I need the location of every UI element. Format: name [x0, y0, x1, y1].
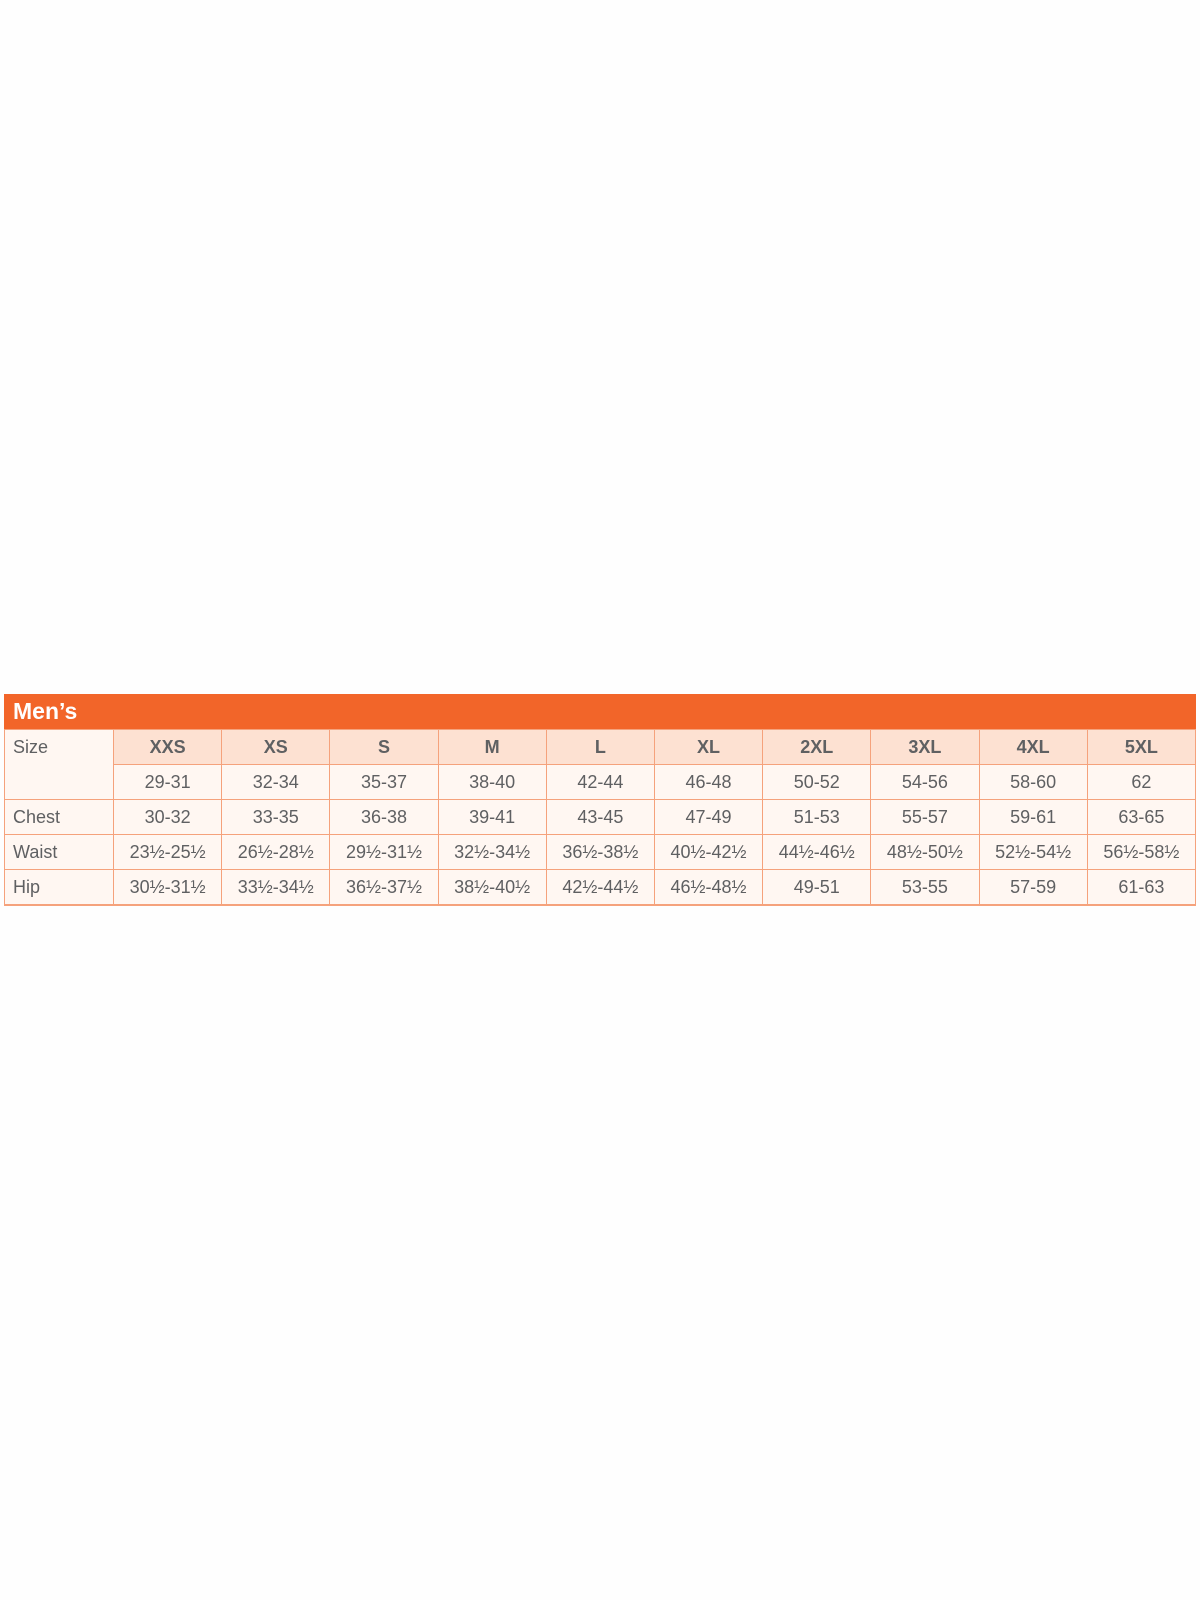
row-label: Waist — [4, 834, 114, 870]
table-row: Chest 30-32 33-35 36-38 39-41 43-45 47-49 51-53… — [4, 799, 1197, 835]
table-cell: 57-59 — [978, 869, 1088, 906]
table-cell: 38-40 — [437, 764, 547, 800]
size-header-cell: 3XL — [870, 729, 980, 765]
table-cell: 61-63 — [1086, 869, 1197, 906]
size-header-cell: XXS — [112, 729, 223, 765]
table-cell: 44½-46½ — [762, 834, 872, 870]
table-cell: 33-35 — [221, 799, 331, 835]
table-cell: 48½-50½ — [870, 834, 980, 870]
table-cell: 54-56 — [870, 764, 980, 800]
table-cell: 63-65 — [1086, 799, 1197, 835]
table-cell: 42-44 — [545, 764, 655, 800]
row-label: Hip — [4, 869, 114, 906]
row-label: Size — [4, 729, 114, 800]
table-cell: 30-32 — [112, 799, 223, 835]
table-cell: 62 — [1086, 764, 1197, 800]
table-cell: 59-61 — [978, 799, 1088, 835]
table-cell: 29½-31½ — [329, 834, 439, 870]
table-cell: 55-57 — [870, 799, 980, 835]
chart-title: Men’s — [4, 694, 1196, 729]
table-cell: 36½-38½ — [545, 834, 655, 870]
size-header-cell: 4XL — [978, 729, 1088, 765]
table-cell: 30½-31½ — [112, 869, 223, 906]
table-cell: 33½-34½ — [221, 869, 331, 906]
table-cell: 36½-37½ — [329, 869, 439, 906]
table-row: Size XXS XS S M L XL 2XL 3XL 4XL 5XL — [4, 729, 1197, 800]
table-row: 29-31 32-34 35-37 38-40 42-44 46-48 50-52 54-56… — [5, 764, 1197, 800]
size-header-cell: M — [437, 729, 547, 765]
table-cell: 52½-54½ — [978, 834, 1088, 870]
table-cell: 26½-28½ — [221, 834, 331, 870]
size-header-cell: 2XL — [762, 729, 872, 765]
table-cell: 23½-25½ — [112, 834, 223, 870]
table-cell: 35-37 — [329, 764, 439, 800]
table-cell: 58-60 — [978, 764, 1088, 800]
size-header-cell: 5XL — [1086, 729, 1197, 765]
size-header-cell: XL — [653, 729, 764, 765]
table-cell: 29-31 — [112, 764, 223, 800]
table-cell: 50-52 — [762, 764, 872, 800]
table-cell: 51-53 — [762, 799, 872, 835]
table-cell: 32½-34½ — [437, 834, 547, 870]
table-cell: 46½-48½ — [653, 869, 764, 906]
table-cell: 53-55 — [870, 869, 980, 906]
table-cell: 56½-58½ — [1086, 834, 1197, 870]
table-cell: 42½-44½ — [545, 869, 655, 906]
table-cell: 46-48 — [653, 764, 764, 800]
table-row: Waist 23½-25½ 26½-28½ 29½-31½ 32½-34½ 36½-38½… — [4, 834, 1197, 870]
table-cell: 47-49 — [653, 799, 764, 835]
size-header-cell: L — [545, 729, 655, 765]
table-cell: 40½-42½ — [653, 834, 764, 870]
row-label: Chest — [4, 799, 114, 835]
table-cell: 36-38 — [329, 799, 439, 835]
table-cell: 49-51 — [762, 869, 872, 906]
table-cell: 43-45 — [545, 799, 655, 835]
size-header-cell: S — [329, 729, 439, 765]
table-cell: 38½-40½ — [437, 869, 547, 906]
size-table: Size XXS XS S M L XL 2XL 3XL 4XL 5XL 29-31 32-34 35-3… — [4, 729, 1197, 906]
mens-size-chart: Men’s Size XXS XS S M L XL 2XL 3XL 4XL 5XL 29-31 32-… — [4, 694, 1197, 906]
table-cell: 32-34 — [221, 764, 331, 800]
table-cell: 39-41 — [437, 799, 547, 835]
size-header-cell: XS — [221, 729, 331, 765]
table-row: Hip 30½-31½ 33½-34½ 36½-37½ 38½-40½ 42½-44½ 46… — [4, 869, 1197, 906]
